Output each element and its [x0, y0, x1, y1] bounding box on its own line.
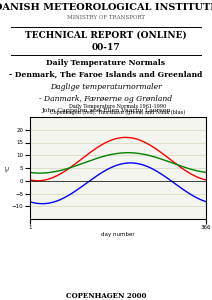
Text: COPENHAGEN 2000: COPENHAGEN 2000	[66, 292, 146, 300]
Text: dmi: dmi	[100, 272, 112, 277]
Text: 00-17: 00-17	[92, 43, 120, 52]
Text: TECHNICAL REPORT (ONLINE): TECHNICAL REPORT (ONLINE)	[25, 31, 187, 40]
Text: - Danmark, Færøerne og Grønland: - Danmark, Færøerne og Grønland	[39, 94, 173, 103]
Y-axis label: °C: °C	[6, 164, 10, 172]
Text: Daily Temperature Normals: Daily Temperature Normals	[46, 59, 166, 67]
Title: Daily Temperature Normals 1961-1990
Copenhagen (red), Thorshavn (green) and Nuuk: Daily Temperature Normals 1961-1990 Cope…	[50, 104, 185, 115]
Text: - Denmark, The Faroe Islands and Greenland: - Denmark, The Faroe Islands and Greenla…	[9, 71, 203, 79]
Text: Daglige temperaturnormaler: Daglige temperaturnormaler	[50, 83, 162, 91]
Text: DANISH METEOROLOGICAL INSTITUTE: DANISH METEOROLOGICAL INSTITUTE	[0, 3, 212, 12]
Text: MINISTRY OF TRANSPORT: MINISTRY OF TRANSPORT	[67, 15, 145, 20]
Text: John Cappelen and Ellen Vaarby Laursen: John Cappelen and Ellen Vaarby Laursen	[41, 108, 171, 113]
X-axis label: day number: day number	[101, 232, 134, 237]
Text: ♔: ♔	[102, 256, 110, 266]
